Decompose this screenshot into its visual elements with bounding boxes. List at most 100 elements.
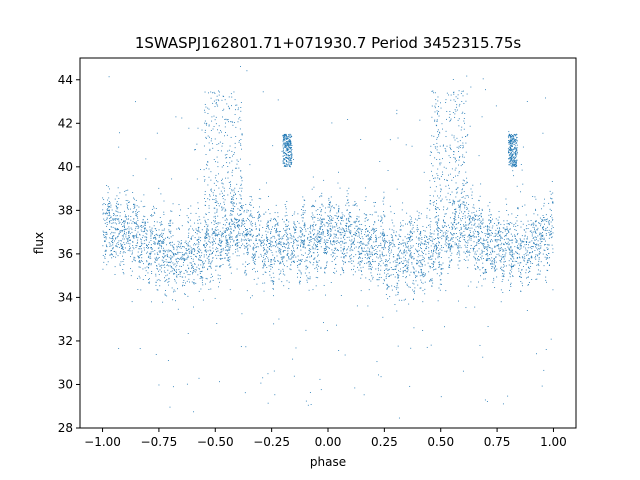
- data-point: [432, 254, 434, 256]
- data-point: [183, 260, 185, 262]
- data-point: [449, 249, 451, 251]
- data-point: [178, 204, 180, 206]
- data-point: [528, 244, 529, 246]
- data-point: [320, 234, 322, 235]
- data-point: [403, 262, 404, 264]
- data-point: [320, 232, 322, 234]
- data-point: [117, 235, 119, 237]
- data-point: [550, 231, 552, 233]
- data-point: [428, 253, 430, 255]
- data-point: [344, 248, 346, 249]
- data-point: [295, 226, 297, 228]
- data-point: [480, 213, 482, 215]
- data-point: [219, 238, 221, 240]
- data-point: [392, 256, 394, 258]
- data-point: [552, 202, 554, 204]
- data-point: [198, 228, 200, 230]
- data-point: [216, 211, 218, 213]
- data-point: [357, 266, 359, 268]
- data-point: [133, 198, 135, 200]
- data-point: [218, 233, 220, 235]
- data-point: [154, 253, 156, 255]
- data-point: [181, 257, 183, 259]
- data-point: [327, 239, 329, 241]
- data-point: [524, 244, 526, 246]
- data-point: [164, 237, 166, 239]
- data-point: [118, 243, 120, 245]
- data-point: [114, 218, 116, 220]
- data-point: [201, 270, 203, 272]
- data-point: [199, 273, 201, 274]
- data-point: [356, 205, 358, 207]
- data-point: [238, 215, 240, 217]
- data-point: [331, 229, 333, 231]
- data-point: [467, 236, 469, 238]
- data-point: [301, 209, 302, 210]
- data-point: [207, 262, 209, 264]
- data-point: [545, 97, 546, 99]
- data-point: [342, 232, 344, 234]
- data-point: [480, 226, 482, 228]
- data-point: [114, 232, 116, 234]
- data-point: [147, 264, 149, 266]
- data-point: [191, 265, 192, 266]
- data-point: [549, 234, 551, 236]
- data-point: [143, 240, 145, 242]
- data-point: [187, 245, 189, 247]
- data-point: [394, 265, 396, 267]
- data-point: [214, 207, 216, 209]
- data-point: [416, 263, 418, 265]
- data-point: [466, 75, 468, 77]
- data-point: [110, 237, 112, 239]
- data-point: [446, 232, 448, 234]
- data-point: [145, 224, 146, 226]
- data-point: [291, 214, 293, 216]
- data-point: [497, 232, 499, 234]
- data-point: [343, 249, 345, 250]
- data-point: [216, 257, 218, 259]
- data-point: [485, 225, 486, 227]
- data-point: [249, 231, 251, 233]
- data-point: [520, 239, 521, 241]
- data-point: [434, 238, 435, 240]
- data-point: [509, 253, 511, 255]
- data-point: [170, 260, 172, 262]
- data-point: [497, 222, 499, 224]
- data-point: [446, 230, 447, 231]
- data-point: [246, 242, 248, 244]
- data-point: [178, 251, 180, 253]
- data-point: [121, 235, 123, 237]
- data-point: [210, 250, 212, 252]
- data-point: [492, 266, 494, 268]
- data-point: [159, 250, 161, 252]
- data-point: [345, 204, 347, 206]
- data-point: [373, 205, 375, 207]
- data-point: [179, 271, 181, 273]
- data-point: [141, 251, 143, 253]
- data-point: [119, 231, 121, 233]
- data-point: [177, 240, 179, 242]
- data-point: [329, 211, 331, 213]
- data-point: [172, 268, 174, 270]
- data-point: [221, 232, 223, 234]
- data-point: [537, 227, 539, 229]
- data-point: [219, 257, 221, 259]
- data-point: [135, 227, 137, 229]
- data-point: [231, 190, 233, 192]
- data-point: [396, 261, 398, 263]
- data-point: [240, 183, 242, 185]
- data-point: [327, 222, 329, 224]
- data-point: [270, 244, 271, 246]
- data-point: [425, 244, 427, 245]
- data-point: [497, 239, 499, 241]
- data-point: [199, 257, 201, 259]
- data-point: [364, 187, 366, 189]
- data-point: [341, 218, 343, 219]
- data-point: [345, 219, 347, 221]
- data-point: [396, 259, 398, 261]
- data-point: [452, 212, 454, 214]
- data-point: [424, 264, 426, 266]
- data-point: [165, 275, 167, 277]
- data-point: [312, 204, 314, 206]
- data-point: [122, 238, 124, 240]
